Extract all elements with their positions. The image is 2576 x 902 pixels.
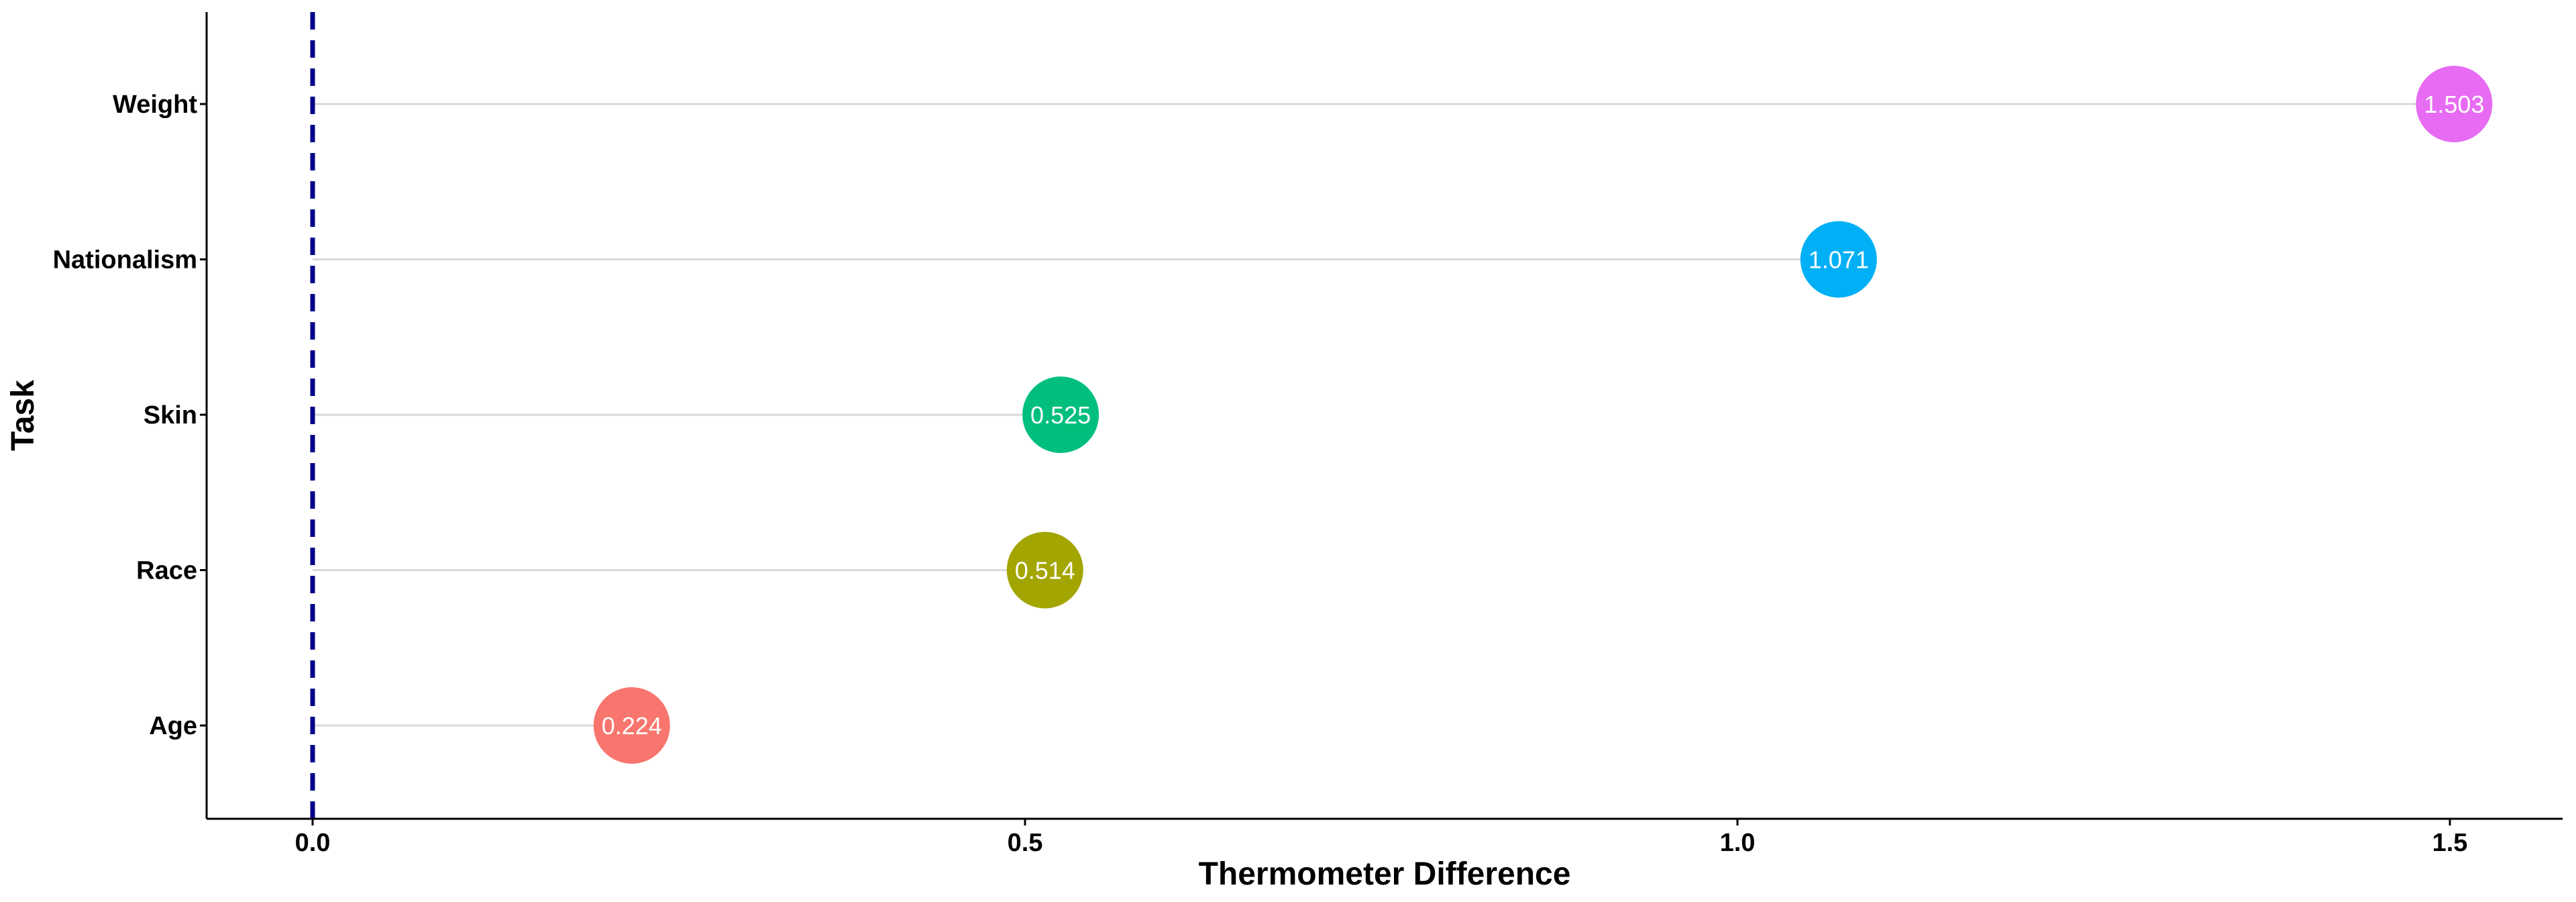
y-tick-label-race: Race [136, 557, 197, 585]
stems-layer [313, 103, 2455, 727]
x-tick-label: 0.5 [1008, 829, 1043, 857]
y-tick-label-age: Age [149, 712, 197, 740]
data-label-nationalism: 1.071 [1809, 246, 1869, 274]
data-label-skin: 0.525 [1030, 401, 1091, 429]
x-axis-title: Thermometer Difference [1199, 856, 1571, 892]
data-label-age: 0.224 [602, 712, 662, 740]
x-tick-label: 1.5 [2432, 829, 2468, 857]
point-weight [2416, 66, 2493, 142]
y-tick-label-nationalism: Nationalism [53, 246, 197, 274]
y-tick-label-weight: Weight [113, 91, 197, 119]
x-tick-label: 1.0 [1720, 829, 1756, 857]
point-race [1006, 532, 1083, 609]
y-axis-ticks: Age Race Skin Nationalism Weight [53, 91, 207, 740]
x-tick-label: 0.0 [295, 829, 331, 857]
data-label-race: 0.514 [1015, 557, 1075, 585]
points-layer: 0.224 0.514 0.525 1.071 1.503 [593, 66, 2493, 764]
data-label-weight: 1.503 [2424, 91, 2484, 118]
y-axis-title: Task [5, 380, 41, 451]
point-age [593, 687, 670, 764]
point-skin [1022, 377, 1099, 453]
x-axis-ticks: 0.0 0.5 1.0 1.5 [295, 819, 2468, 857]
y-tick-label-skin: Skin [144, 401, 197, 430]
point-nationalism [1800, 221, 1877, 298]
